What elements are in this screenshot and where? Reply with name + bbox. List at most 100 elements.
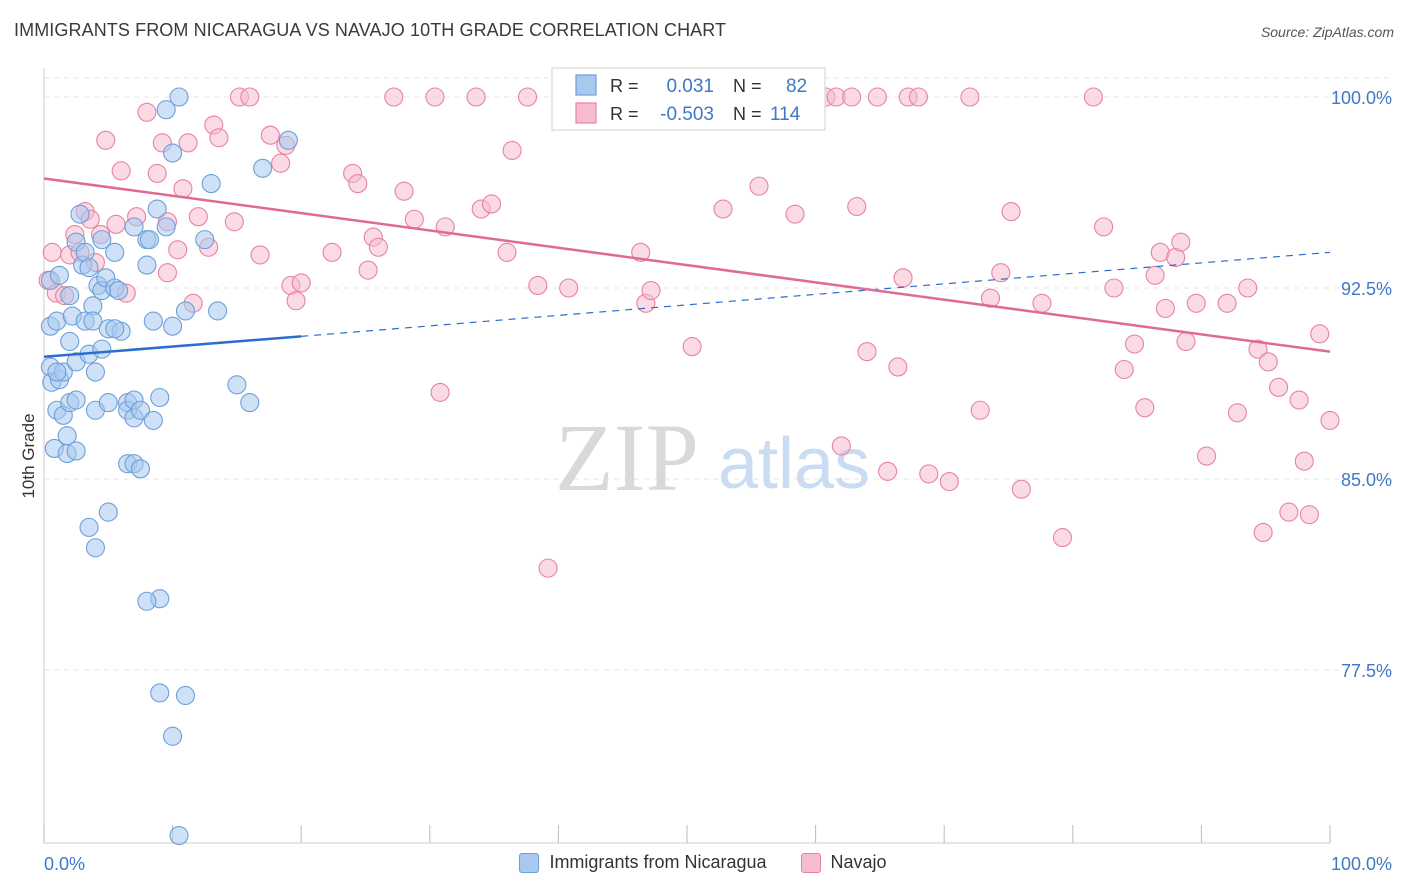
point-navajo bbox=[1171, 232, 1191, 252]
stats-n-value-1: 114 bbox=[770, 104, 801, 125]
y-axis-label: 10th Grade bbox=[19, 413, 38, 498]
point-nicaragua bbox=[124, 217, 144, 237]
watermark-atlas: atlas bbox=[718, 424, 870, 504]
point-nicaragua bbox=[253, 158, 273, 178]
point-navajo bbox=[1320, 410, 1340, 430]
point-navajo bbox=[1094, 217, 1114, 237]
point-nicaragua bbox=[130, 459, 150, 479]
point-navajo bbox=[466, 87, 486, 107]
point-navajo bbox=[384, 87, 404, 107]
point-navajo bbox=[394, 181, 414, 201]
legend-item-nicaragua: Immigrants from Nicaragua bbox=[519, 852, 767, 873]
point-navajo bbox=[286, 291, 306, 311]
point-nicaragua bbox=[109, 280, 129, 301]
point-navajo bbox=[137, 102, 157, 122]
point-nicaragua bbox=[83, 311, 103, 331]
point-navajo bbox=[1052, 528, 1073, 548]
point-nicaragua bbox=[163, 726, 183, 746]
point-nicaragua bbox=[85, 538, 105, 558]
point-navajo bbox=[1253, 522, 1273, 543]
point-nicaragua bbox=[240, 393, 260, 413]
point-navajo bbox=[939, 471, 959, 492]
point-navajo bbox=[1279, 502, 1299, 522]
point-nicaragua bbox=[92, 339, 112, 359]
bottom-legend: Immigrants from Nicaragua Navajo bbox=[0, 852, 1406, 873]
point-nicaragua bbox=[163, 143, 183, 163]
stats-n-value-0: 82 bbox=[786, 76, 807, 97]
point-navajo bbox=[224, 212, 244, 232]
stats-n-label-1: N = bbox=[733, 104, 762, 124]
point-navajo bbox=[641, 280, 661, 301]
point-nicaragua bbox=[85, 362, 105, 382]
point-navajo bbox=[713, 199, 733, 219]
point-navajo bbox=[1104, 278, 1124, 298]
point-navajo bbox=[1227, 403, 1247, 423]
point-navajo bbox=[867, 87, 887, 107]
point-navajo bbox=[1310, 324, 1330, 344]
points-layer bbox=[38, 87, 1340, 846]
point-navajo bbox=[1294, 451, 1314, 471]
point-nicaragua bbox=[98, 393, 118, 413]
legend-swatch-pink bbox=[800, 852, 821, 873]
point-navajo bbox=[358, 260, 378, 280]
legend-item-navajo: Navajo bbox=[800, 852, 887, 873]
point-navajo bbox=[1011, 479, 1031, 499]
point-navajo bbox=[1145, 265, 1165, 285]
point-navajo bbox=[538, 558, 558, 578]
point-navajo bbox=[842, 87, 862, 107]
point-navajo bbox=[970, 400, 990, 420]
point-nicaragua bbox=[195, 230, 215, 250]
axis-layer: 77.5% 85.0% 92.5% 100.0% bbox=[43, 68, 1392, 844]
point-navajo bbox=[209, 128, 229, 148]
legend-label-nicaragua: Immigrants from Nicaragua bbox=[549, 852, 767, 872]
point-nicaragua bbox=[143, 410, 163, 430]
stats-swatch-pink bbox=[575, 102, 597, 124]
point-navajo bbox=[188, 207, 208, 227]
point-nicaragua bbox=[163, 316, 183, 336]
point-nicaragua bbox=[98, 502, 118, 522]
point-nicaragua bbox=[227, 375, 247, 395]
point-nicaragua bbox=[175, 685, 196, 706]
point-navajo bbox=[831, 436, 851, 456]
point-navajo bbox=[785, 204, 805, 224]
stats-r-label-0: R = bbox=[610, 76, 639, 96]
point-navajo bbox=[178, 133, 198, 153]
x-tick-label-1: 100.0% bbox=[1331, 854, 1392, 874]
point-navajo bbox=[147, 163, 167, 183]
point-nicaragua bbox=[175, 301, 196, 321]
point-navajo bbox=[173, 179, 193, 199]
point-navajo bbox=[425, 87, 445, 107]
point-navajo bbox=[1217, 293, 1237, 313]
y-tick-label: 100.0% bbox=[1331, 88, 1392, 108]
point-nicaragua bbox=[137, 591, 157, 611]
point-navajo bbox=[991, 263, 1011, 283]
point-navajo bbox=[631, 242, 651, 262]
point-navajo bbox=[960, 87, 980, 107]
point-nicaragua bbox=[79, 517, 99, 537]
y-tick-label: 92.5% bbox=[1341, 279, 1392, 299]
y-tick-label: 77.5% bbox=[1341, 661, 1392, 681]
point-navajo bbox=[157, 263, 178, 283]
point-navajo bbox=[1155, 298, 1175, 318]
point-navajo bbox=[888, 357, 908, 377]
point-navajo bbox=[517, 87, 538, 107]
stats-legend: R = 0.031 N = 82 R = -0.503 N = 114 bbox=[551, 67, 826, 131]
point-nicaragua bbox=[169, 87, 189, 107]
point-navajo bbox=[847, 196, 867, 217]
point-navajo bbox=[908, 87, 929, 107]
point-navajo bbox=[111, 161, 131, 181]
point-navajo bbox=[893, 268, 913, 288]
point-navajo bbox=[878, 461, 898, 481]
point-navajo bbox=[96, 130, 116, 150]
point-navajo bbox=[857, 342, 877, 362]
point-navajo bbox=[271, 153, 291, 173]
point-nicaragua bbox=[150, 387, 170, 408]
point-navajo bbox=[168, 240, 188, 260]
point-navajo bbox=[430, 382, 450, 402]
point-navajo bbox=[368, 237, 388, 257]
point-navajo bbox=[240, 87, 260, 107]
point-navajo bbox=[291, 273, 311, 293]
point-nicaragua bbox=[147, 199, 167, 219]
trend-line-nicaragua bbox=[43, 335, 302, 359]
